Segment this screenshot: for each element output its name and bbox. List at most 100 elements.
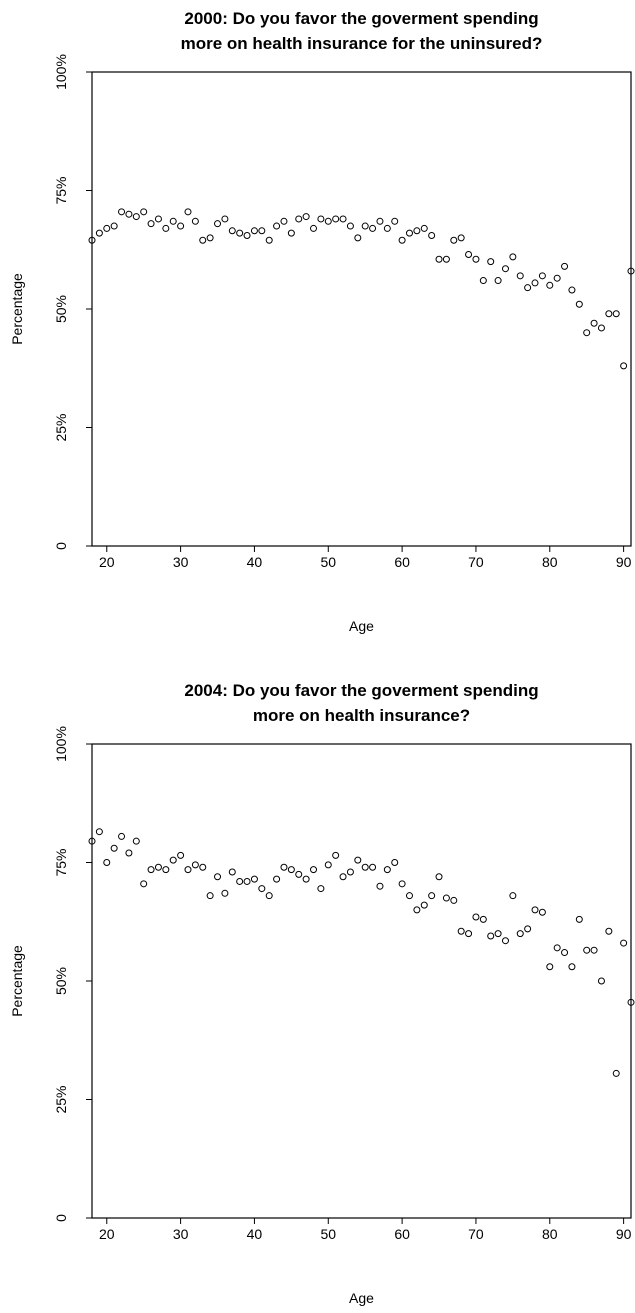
data-point <box>162 224 170 232</box>
data-point <box>383 866 391 874</box>
data-point <box>140 880 148 888</box>
data-point <box>243 877 251 885</box>
data-point <box>361 863 369 871</box>
data-point <box>369 224 377 232</box>
x-tick-label: 70 <box>468 554 484 570</box>
data-point <box>450 896 458 904</box>
data-point <box>191 217 199 225</box>
data-point <box>199 236 207 244</box>
data-point <box>110 844 118 852</box>
data-point <box>413 227 421 235</box>
chart-title-line-1: 2000: Do you favor the goverment spendin… <box>184 9 538 28</box>
data-point <box>250 875 258 883</box>
x-tick-label: 30 <box>173 1226 189 1242</box>
data-point <box>420 901 428 909</box>
data-point <box>597 324 605 332</box>
data-point <box>538 908 546 916</box>
data-point <box>162 866 170 874</box>
data-point <box>553 944 561 952</box>
data-point <box>132 213 140 221</box>
data-point <box>391 217 399 225</box>
data-point <box>132 837 140 845</box>
data-point <box>487 932 495 940</box>
x-tick-label: 60 <box>394 554 410 570</box>
data-point <box>605 310 613 318</box>
data-point <box>383 224 391 232</box>
data-point <box>627 267 635 275</box>
data-point <box>265 892 273 900</box>
x-tick-label: 60 <box>394 1226 410 1242</box>
data-point <box>221 889 229 897</box>
data-point <box>295 870 303 878</box>
data-point <box>95 828 103 836</box>
data-point <box>214 873 222 881</box>
x-tick-label: 90 <box>616 554 632 570</box>
data-point <box>531 279 539 287</box>
data-point <box>118 832 126 840</box>
data-point <box>405 229 413 237</box>
y-tick-label: 75% <box>53 176 69 204</box>
data-point <box>295 215 303 223</box>
data-point <box>413 906 421 914</box>
x-axis-label: Age <box>349 618 374 634</box>
data-point <box>620 939 628 947</box>
data-point <box>561 262 569 270</box>
data-point <box>583 329 591 337</box>
data-point <box>568 286 576 294</box>
data-point <box>376 217 384 225</box>
x-tick-label: 50 <box>320 554 336 570</box>
data-point <box>214 220 222 228</box>
chart-title-line-1: 2004: Do you favor the goverment spendin… <box>184 681 538 700</box>
data-point <box>531 906 539 914</box>
x-tick-label: 30 <box>173 554 189 570</box>
data-point <box>472 255 480 263</box>
data-point <box>590 319 598 327</box>
data-point <box>177 851 185 859</box>
data-point <box>612 310 620 318</box>
data-point <box>103 224 111 232</box>
data-point <box>442 255 450 263</box>
chart-title-line-2: more on health insurance? <box>253 706 470 725</box>
data-point <box>258 227 266 235</box>
data-point <box>494 277 502 285</box>
data-point <box>605 927 613 935</box>
data-point <box>110 222 118 230</box>
y-tick-label: 50% <box>53 295 69 323</box>
data-point <box>147 866 155 874</box>
x-tick-label: 80 <box>542 1226 558 1242</box>
data-point <box>494 930 502 938</box>
data-point <box>169 856 177 864</box>
y-tick-label: 100% <box>53 54 69 90</box>
data-point <box>568 963 576 971</box>
y-tick-label: 25% <box>53 413 69 441</box>
data-point <box>428 232 436 240</box>
data-point <box>354 234 362 242</box>
data-point <box>332 215 340 223</box>
data-point <box>273 875 281 883</box>
data-point <box>376 882 384 890</box>
data-point <box>154 215 162 223</box>
x-tick-label: 50 <box>320 1226 336 1242</box>
data-point <box>184 866 192 874</box>
data-point <box>501 937 509 945</box>
data-point <box>509 892 517 900</box>
data-point <box>369 863 377 871</box>
x-tick-label: 40 <box>247 1226 263 1242</box>
data-point <box>228 227 236 235</box>
data-point <box>265 236 273 244</box>
data-point <box>361 222 369 230</box>
data-points <box>88 208 635 370</box>
data-point <box>339 215 347 223</box>
data-point <box>154 863 162 871</box>
y-tick-label: 100% <box>53 726 69 762</box>
plot-frame <box>91 71 632 547</box>
data-point <box>450 236 458 244</box>
data-point <box>398 880 406 888</box>
data-point <box>258 885 266 893</box>
y-tick-label: 0 <box>53 1214 69 1222</box>
data-point <box>302 213 310 221</box>
x-tick-label: 20 <box>99 554 115 570</box>
data-point <box>524 925 532 933</box>
data-point <box>191 861 199 869</box>
data-point <box>147 220 155 228</box>
